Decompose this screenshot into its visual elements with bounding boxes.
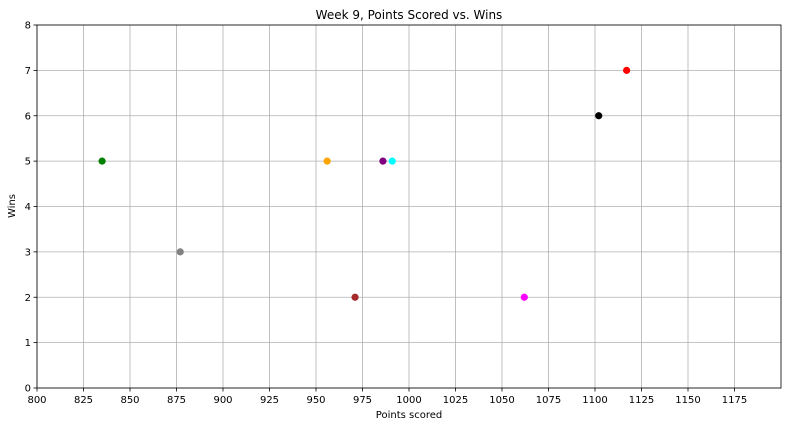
y-tick-label: 1 <box>25 338 31 349</box>
y-tick-label: 2 <box>25 293 31 304</box>
data-point <box>98 157 106 165</box>
x-tick-label: 850 <box>120 395 139 406</box>
x-tick-label: 825 <box>74 395 93 406</box>
x-tick-label: 950 <box>306 395 325 406</box>
y-tick-label: 4 <box>25 202 31 213</box>
chart-title: Week 9, Points Scored vs. Wins <box>316 8 503 22</box>
data-point <box>379 157 387 165</box>
x-tick-label: 875 <box>167 395 186 406</box>
x-tick-label: 1025 <box>443 395 468 406</box>
x-tick-label: 925 <box>260 395 279 406</box>
data-point <box>323 157 331 165</box>
data-point <box>520 293 528 301</box>
x-tick-label: 800 <box>27 395 46 406</box>
x-tick-label: 900 <box>213 395 232 406</box>
x-tick-label: 1050 <box>489 395 514 406</box>
x-tick-label: 1125 <box>629 395 654 406</box>
data-point <box>388 157 396 165</box>
x-tick-label: 1075 <box>536 395 561 406</box>
data-point <box>176 248 184 256</box>
x-tick-label: 975 <box>353 395 372 406</box>
x-tick-label: 1175 <box>722 395 747 406</box>
data-point <box>595 112 603 120</box>
x-tick-label: 1150 <box>675 395 700 406</box>
grid <box>36 24 781 389</box>
y-axis-title: Wins <box>7 194 18 218</box>
data-points <box>98 66 631 301</box>
y-tick-label: 5 <box>25 157 31 168</box>
x-tick-label: 1100 <box>582 395 607 406</box>
data-point <box>351 293 359 301</box>
x-tick-label: 1000 <box>396 395 421 406</box>
y-tick-label: 6 <box>25 111 31 122</box>
data-point <box>623 66 631 74</box>
y-tick-label: 7 <box>25 66 31 77</box>
y-tick-label: 0 <box>25 384 31 395</box>
y-tick-label: 8 <box>25 21 31 32</box>
y-axis: 0 1 2 3 4 5 6 7 8 <box>25 21 37 395</box>
y-tick-label: 3 <box>25 247 31 258</box>
x-axis: 800 825 850 875 900 925 950 975 1000 1025 1050 1075… <box>27 388 747 406</box>
x-axis-title: Points scored <box>376 410 442 421</box>
